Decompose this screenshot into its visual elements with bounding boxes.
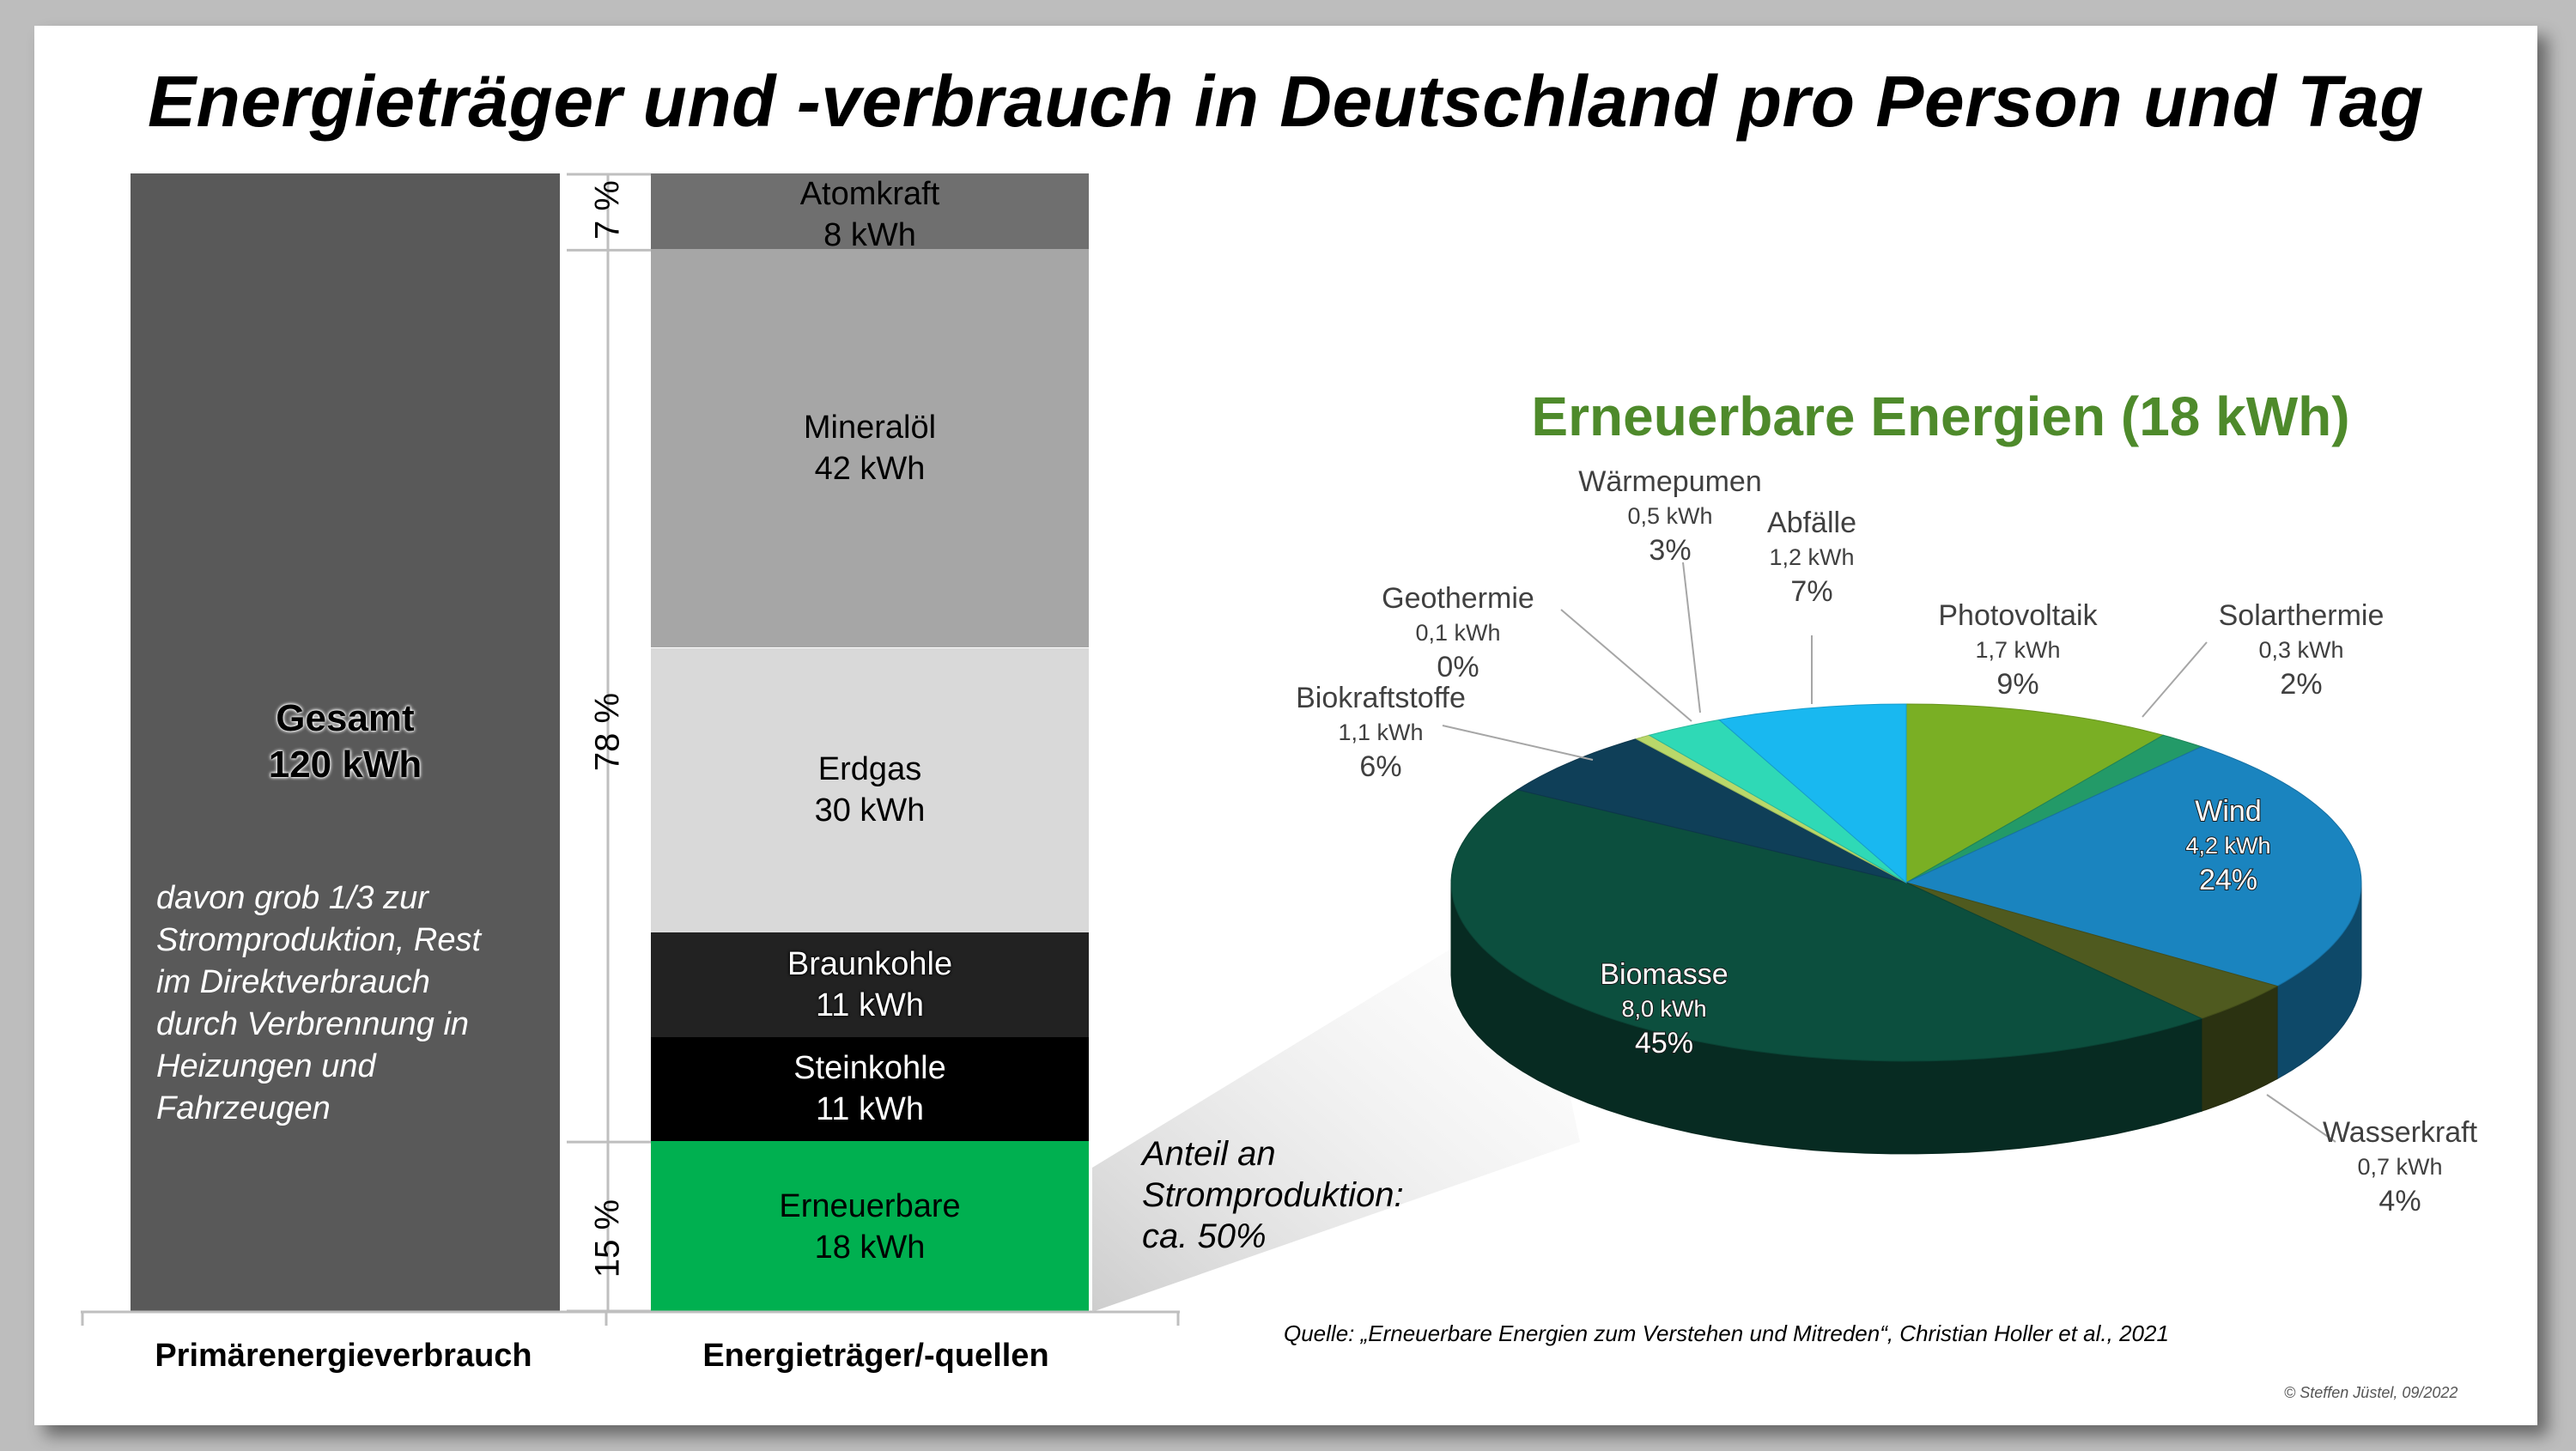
pie-slice-abfälle	[1718, 703, 1907, 884]
stack-segment-erneuerbare: Erneuerbare 18 kWh	[651, 1141, 1089, 1312]
pie-label-value: 0,5 kWh	[1627, 503, 1712, 529]
axis-label-primary: Primärenergieverbrauch	[155, 1338, 532, 1374]
stack-segment-atomkraft: Atomkraft 8 kWh	[651, 173, 1089, 253]
pie-slice-wärmepumen	[1648, 719, 1907, 883]
energy-sources-stack: Atomkraft 8 kWh Mineralöl 42 kWh Erdgas 30 kW…	[651, 173, 1089, 1312]
stack-segment-name: Steinkohle	[793, 1050, 946, 1087]
stack-segment-value: 30 kWh	[814, 792, 926, 829]
pie-label-percent: 0%	[1437, 651, 1479, 683]
stack-segment-erdgas: Erdgas 30 kWh	[651, 647, 1089, 932]
stack-segment-steinkohle: Steinkohle 11 kWh	[651, 1036, 1089, 1142]
page-title: Energieträger und -verbrauch in Deutschl…	[148, 61, 2424, 142]
pie-label-name: Geothermie	[1382, 582, 1534, 615]
pie-slice-biokraftstoffe	[1516, 738, 1907, 883]
pie-label-name: Biomasse	[1600, 958, 1728, 991]
pie-slice-biomasse	[1450, 789, 2203, 1062]
stack-segment-value: 11 kWh	[815, 1091, 924, 1128]
axis-label-sources: Energieträger/-quellen	[702, 1338, 1049, 1374]
pie-label-value: 0,7 kWh	[2357, 1154, 2442, 1180]
total-bar: Gesamt 120 kWh davon grob 1/3 zur Stromp…	[131, 173, 560, 1312]
pie-leader-line	[1560, 609, 1692, 722]
pie-label-value: 1,2 kWh	[1769, 544, 1854, 570]
pie-label-value: 4,2 kWh	[2185, 833, 2270, 859]
pie-label-percent: 4%	[2379, 1185, 2421, 1217]
slide: Energieträger und -verbrauch in Deutschl…	[34, 26, 2537, 1425]
total-title: Gesamt	[276, 697, 415, 739]
pie-label-percent: 24%	[2199, 864, 2257, 896]
stack-segment-name: Mineralöl	[803, 410, 937, 446]
pie-slice-wasserkraft	[1905, 882, 2279, 1019]
pie-title: Erneuerbare Energien (18 kWh)	[1531, 386, 2350, 447]
stack-segment-value: 18 kWh	[814, 1229, 926, 1266]
pie-label-name: Wärmepumen	[1578, 465, 1762, 498]
stack-segment-value: 8 kWh	[823, 217, 916, 253]
total-value: 120 kWh	[268, 744, 422, 786]
pie-label-name: Wind	[2195, 795, 2261, 828]
renewables-pie-chart: Photovoltaik 1,7 kWh 9% Solarthermie 0,3 kWh…	[1296, 465, 2478, 1217]
stack-segment-name: Braunkohle	[787, 945, 953, 982]
stack-segment-value: 42 kWh	[814, 451, 926, 488]
pie-label-name: Solarthermie	[2219, 599, 2385, 632]
pie-label-percent: 3%	[1649, 534, 1691, 567]
pie-label-percent: 9%	[1996, 668, 2038, 701]
pie-label-value: 1,1 kWh	[1338, 719, 1423, 745]
source-note: Quelle: „Erneuerbare Energien zum Verste…	[1284, 1320, 2169, 1346]
pie-label-value: 0,1 kWh	[1415, 620, 1500, 646]
copyright-note: © Steffen Jüstel, 09/2022	[2284, 1384, 2458, 1401]
pie-label-percent: 7%	[1790, 575, 1832, 608]
pie-leader-line	[1442, 725, 1594, 761]
pie-leader-line	[1682, 562, 1701, 713]
pie-slice-solarthermie	[1905, 734, 2203, 883]
pie-label-name: Abfälle	[1767, 507, 1856, 539]
pie-label-name: Photovoltaik	[1938, 599, 2098, 632]
stack-segment-name: Erneuerbare	[779, 1187, 961, 1224]
pie-slice-photovoltaik	[1905, 703, 2165, 883]
pie-leader-line	[2142, 641, 2208, 718]
baseline	[81, 1310, 1180, 1326]
stack-segment-braunkohle: Braunkohle 11 kWh	[651, 932, 1089, 1037]
pie-label-value: 8,0 kWh	[1621, 996, 1706, 1022]
pie-label-percent: 45%	[1635, 1027, 1693, 1059]
pie-label-value: 0,3 kWh	[2258, 637, 2343, 663]
pie-slice-geothermie	[1635, 734, 1907, 883]
pie-label-percent: 6%	[1359, 750, 1401, 783]
pie-label-name: Biokraftstoffe	[1296, 682, 1466, 714]
total-note: davon grob 1/3 zur Stromproduktion, Rest…	[156, 880, 482, 1126]
pie-label-value: 1,7 kWh	[1975, 637, 2060, 663]
pie-label-name: Wasserkraft	[2323, 1116, 2478, 1149]
stack-segment-name: Erdgas	[817, 751, 922, 788]
renewables-note: Anteil an Stromproduktion: ca. 50%	[1142, 1135, 1404, 1255]
pie-slice-wind	[1905, 746, 2362, 987]
stack-segment-mineralöl: Mineralöl 42 kWh	[651, 249, 1089, 648]
stack-segment-name: Atomkraft	[799, 176, 940, 212]
pie-label-percent: 2%	[2280, 668, 2322, 701]
stack-segment-value: 11 kWh	[815, 987, 924, 1023]
pie-leader-line	[2266, 1094, 2336, 1143]
